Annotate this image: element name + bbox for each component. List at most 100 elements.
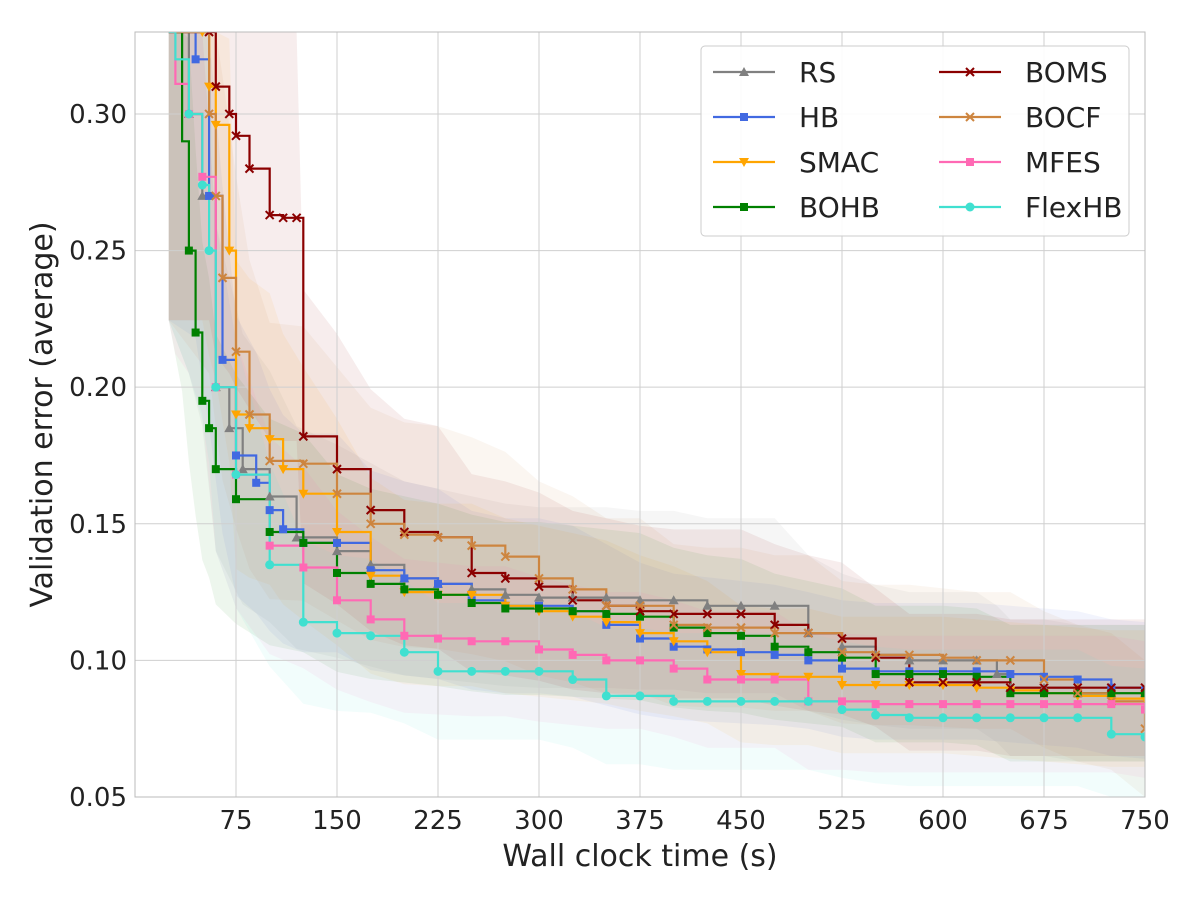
marker-bohb <box>333 568 341 577</box>
marker-flexhb <box>534 666 544 676</box>
y-tick-label: 0.05 <box>69 783 127 813</box>
marker-flexhb <box>904 713 914 723</box>
marker-mfes <box>669 664 678 673</box>
marker-rs <box>769 600 780 610</box>
y-tick-label: 0.30 <box>69 100 127 130</box>
marker-bocf <box>399 530 410 540</box>
marker-mfes <box>333 596 341 605</box>
marker-mfes <box>602 656 611 665</box>
marker-smac <box>870 680 881 690</box>
x-tick-label: 75 <box>219 806 252 836</box>
marker-boms <box>938 677 948 687</box>
marker-boms <box>1005 683 1016 693</box>
marker-rs <box>197 190 208 200</box>
marker-bohb <box>366 579 375 588</box>
marker-rs <box>938 655 948 665</box>
marker-rs <box>237 464 248 474</box>
marker-bohb <box>939 670 947 679</box>
y-tick-labels: 0.05 0.10 0.15 0.20 0.25 0.30 <box>69 100 127 813</box>
marker-hb <box>669 642 678 651</box>
marker-bocf <box>1140 723 1145 734</box>
plot-frame <box>134 31 1146 798</box>
marker-bohb <box>602 609 611 618</box>
marker-hb <box>333 538 341 547</box>
marker-boms <box>971 677 982 687</box>
legend-marker-hb <box>740 113 748 121</box>
marker-flexhb <box>1106 729 1116 739</box>
legend-label: MFES <box>1025 146 1101 179</box>
marker-rs <box>736 600 746 610</box>
marker-smac <box>332 527 342 537</box>
marker-bocf <box>601 601 612 611</box>
x-axis-label: Wall clock time (s) <box>502 839 777 874</box>
marker-mfes <box>871 700 880 709</box>
marker-hb <box>636 634 644 643</box>
marker-boms <box>224 109 234 119</box>
legend-label: RS <box>799 56 836 89</box>
legend-item-mfes: MFES <box>939 146 1101 179</box>
marker-mfes <box>939 700 947 709</box>
marker-bohb <box>535 604 543 613</box>
marker-boms <box>264 210 275 220</box>
marker-smac <box>668 637 679 647</box>
x-tick-label: 300 <box>514 806 564 836</box>
marker-rs <box>567 592 578 602</box>
marker-rs <box>332 546 342 556</box>
marker-smac <box>736 670 746 680</box>
legend-label: BOCF <box>1025 101 1101 134</box>
x-tick-label: 150 <box>312 806 362 836</box>
marker-bohb <box>703 629 712 638</box>
legend-label: HB <box>799 101 839 134</box>
marker-bocf <box>837 647 847 657</box>
legend-item-smac: SMAC <box>713 146 879 179</box>
marker-bocf <box>332 489 342 499</box>
marker-smac <box>244 424 255 434</box>
band-bocf <box>168 32 1145 797</box>
y-tick-label: 0.10 <box>69 646 127 676</box>
marker-bohb <box>568 607 577 616</box>
marker-hb <box>1073 675 1082 684</box>
marker-flexhb <box>702 696 712 706</box>
marker-bocf <box>217 273 228 283</box>
legend-marker-mfes <box>966 158 974 166</box>
marker-bohb <box>804 648 813 657</box>
marker-flexhb <box>433 666 443 676</box>
legend-item-bocf: BOCF <box>939 101 1101 134</box>
legend-marker-boms <box>965 67 975 77</box>
marker-hb <box>1006 670 1015 679</box>
marker-bocf <box>500 551 511 562</box>
marker-boms <box>534 581 544 592</box>
marker-smac <box>365 571 376 581</box>
marker-bohb <box>737 631 745 640</box>
x-tick-label: 525 <box>817 806 867 836</box>
marker-flexhb <box>972 713 982 723</box>
legend-marker-bohb <box>740 203 748 211</box>
marker-bocf <box>904 650 915 660</box>
marker-rs <box>264 491 275 501</box>
marker-mfes <box>400 631 409 640</box>
legend-label: FlexHB <box>1025 191 1122 224</box>
marker-flexhb <box>231 470 241 480</box>
marker-bohb <box>434 590 442 599</box>
marker-hb <box>366 566 375 575</box>
marker-bocf <box>204 109 214 119</box>
marker-hb <box>434 579 442 588</box>
legend-marker-rs <box>739 67 749 76</box>
marker-flexhb <box>803 696 813 706</box>
legend-item-boms: BOMS <box>939 56 1108 89</box>
marker-boms <box>769 620 780 630</box>
marker-hb <box>1040 672 1048 681</box>
marker-rs <box>534 592 544 602</box>
x-tick-label: 600 <box>918 806 968 836</box>
marker-hb <box>972 667 981 676</box>
marker-bocf <box>244 409 255 420</box>
marker-hb <box>232 451 240 460</box>
marker-rs <box>224 423 235 433</box>
marker-boms <box>298 431 309 442</box>
marker-hb <box>737 648 745 657</box>
marker-flexhb <box>500 666 510 676</box>
marker-rs <box>291 532 302 542</box>
marker-boms <box>904 677 915 687</box>
marker-bocf <box>365 519 376 529</box>
marker-bocf <box>736 622 746 633</box>
